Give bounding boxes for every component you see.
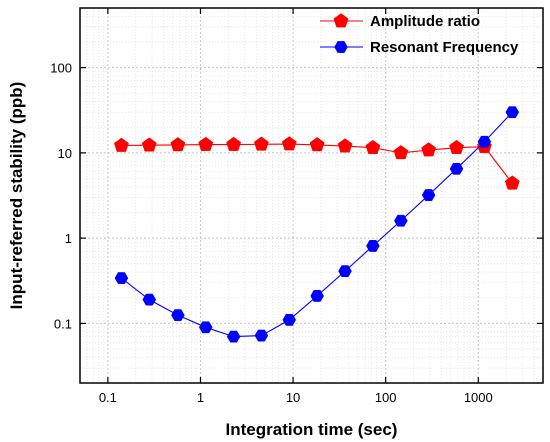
series-resonant-frequency	[114, 106, 520, 343]
data-point-amplitude-ratio	[281, 136, 297, 151]
data-point-resonant-frequency	[338, 265, 352, 278]
data-point-resonant-frequency	[226, 330, 241, 343]
data-point-amplitude-ratio	[113, 137, 129, 152]
data-point-amplitude-ratio	[337, 138, 353, 153]
data-point-resonant-frequency	[171, 309, 185, 322]
data-point-resonant-frequency	[449, 162, 464, 175]
y-tick-label: 100	[50, 61, 72, 76]
legend-item-amplitude-ratio: Amplitude ratio	[320, 13, 480, 30]
x-tick-label: 1000	[464, 390, 493, 405]
y-tick-label: 0.1	[54, 316, 72, 331]
x-axis-label: Integration time (sec)	[226, 420, 398, 439]
x-tick-label: 1	[197, 390, 204, 405]
series-layer	[113, 106, 520, 343]
data-point-resonant-frequency	[310, 290, 324, 302]
grid	[79, 7, 544, 384]
legend-label-amplitude-ratio: Amplitude ratio	[370, 13, 480, 30]
plot-frame	[79, 7, 544, 384]
data-point-resonant-frequency	[114, 272, 129, 284]
data-point-resonant-frequency	[505, 106, 520, 119]
series-amplitude-ratio	[113, 136, 520, 190]
data-point-amplitude-ratio	[198, 136, 214, 151]
y-axis-label: Input-referred stability (ppb)	[7, 82, 26, 310]
data-point-resonant-frequency	[421, 189, 436, 201]
legend-label-resonant-frequency: Resonant Frequency	[370, 39, 519, 56]
legend-marker-resonant-frequency	[334, 41, 348, 53]
data-point-resonant-frequency	[254, 329, 269, 342]
data-point-amplitude-ratio	[253, 136, 269, 151]
x-tick-label: 0.1	[99, 390, 117, 405]
data-point-amplitude-ratio	[141, 137, 157, 152]
data-point-amplitude-ratio	[504, 175, 520, 190]
data-point-resonant-frequency	[394, 214, 408, 227]
x-tick-label: 100	[375, 390, 397, 405]
data-point-resonant-frequency	[366, 240, 380, 252]
data-point-amplitude-ratio	[393, 145, 409, 160]
ticks: 0.1 1 10 100 1000 0.1 1 10 100	[50, 8, 543, 405]
data-point-amplitude-ratio	[365, 139, 381, 155]
data-point-resonant-frequency	[477, 135, 492, 148]
y-tick-label: 10	[58, 146, 72, 161]
data-point-amplitude-ratio	[309, 137, 325, 152]
x-tick-label: 10	[286, 390, 300, 405]
data-point-resonant-frequency	[198, 321, 213, 334]
legend-marker-amplitude-ratio	[333, 13, 349, 28]
legend: Amplitude ratio Resonant Frequency	[320, 13, 519, 56]
data-point-resonant-frequency	[282, 313, 297, 326]
data-point-amplitude-ratio	[449, 139, 464, 155]
legend-item-resonant-frequency: Resonant Frequency	[320, 39, 519, 56]
data-point-amplitude-ratio	[226, 136, 242, 151]
data-point-amplitude-ratio	[170, 137, 186, 152]
y-tick-label: 1	[65, 231, 72, 246]
data-point-amplitude-ratio	[421, 142, 437, 157]
data-point-resonant-frequency	[142, 293, 157, 306]
